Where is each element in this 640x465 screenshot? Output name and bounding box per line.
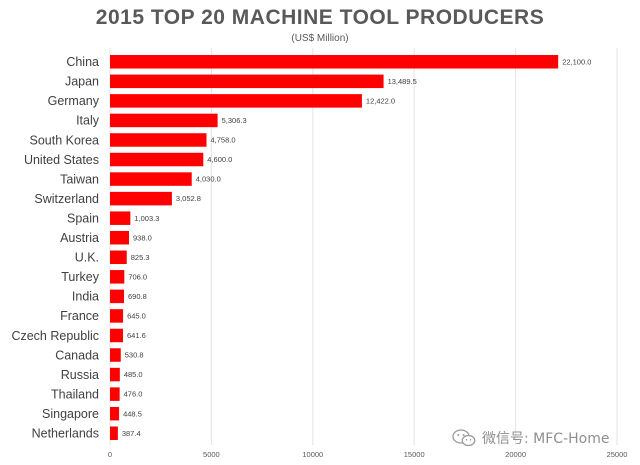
category-label: Canada <box>55 348 99 362</box>
bar <box>110 406 120 421</box>
bar <box>110 289 125 304</box>
bar <box>110 55 559 69</box>
data-label: 530.8 <box>125 351 144 360</box>
bar <box>110 309 124 323</box>
category-label: Switzerland <box>34 192 99 206</box>
data-label: 690.8 <box>128 292 147 301</box>
data-label: 387.4 <box>122 429 141 438</box>
data-label: 938.0 <box>133 233 152 242</box>
category-label: Spain <box>67 211 99 225</box>
data-label: 645.0 <box>127 312 146 321</box>
category-label: India <box>72 290 99 304</box>
data-label: 825.3 <box>131 253 150 262</box>
x-tick-label: 15000 <box>404 450 425 459</box>
category-label: U.K. <box>75 251 99 265</box>
category-label: Russia <box>61 368 99 382</box>
category-labels: China Japan Germany Italy South Korea United … <box>11 55 99 440</box>
wechat-icon <box>452 429 476 447</box>
category-label: France <box>60 309 99 323</box>
data-label: 1,003.3 <box>134 214 159 223</box>
bars <box>110 55 559 440</box>
chart-subtitle: (US$ Million) <box>291 33 349 44</box>
data-label: 4,600.0 <box>207 155 232 164</box>
bar <box>110 426 118 440</box>
x-tick-label: 20000 <box>505 450 526 459</box>
category-label: Singapore <box>42 407 99 421</box>
bar <box>110 328 124 343</box>
category-label: Taiwan <box>60 172 99 186</box>
data-label: 13,489.5 <box>388 77 417 86</box>
data-label: 22,100.0 <box>562 57 591 66</box>
bar <box>110 113 218 128</box>
category-label: Netherlands <box>32 427 99 441</box>
bar <box>110 387 120 401</box>
category-label: Czech Republic <box>11 329 99 343</box>
x-tick-label: 0 <box>108 450 112 459</box>
category-label: Germany <box>48 94 100 108</box>
data-label: 3,052.8 <box>176 194 201 203</box>
category-label: United States <box>24 153 99 167</box>
data-label: 4,758.0 <box>210 136 235 145</box>
category-label: Japan <box>65 75 99 89</box>
bar <box>110 191 172 206</box>
data-label: 641.6 <box>127 331 146 340</box>
x-tick-labels: 0 5000 10000 15000 20000 25000 <box>108 450 628 459</box>
bar <box>110 74 384 89</box>
category-label: Austria <box>60 231 99 245</box>
category-label: Turkey <box>61 270 99 284</box>
bar <box>110 133 207 147</box>
data-label: 12,422.0 <box>366 96 395 105</box>
data-label: 448.5 <box>123 409 142 418</box>
bar <box>110 348 121 362</box>
data-label: 476.0 <box>124 390 143 399</box>
data-label: 706.0 <box>128 272 147 281</box>
bar <box>110 211 131 225</box>
data-label: 5,306.3 <box>222 116 247 125</box>
x-tick-label: 25000 <box>607 450 628 459</box>
category-label: Italy <box>76 114 100 128</box>
data-labels: 22,100.0 13,489.5 12,422.0 5,306.3 4,758.0 4,… <box>122 57 592 437</box>
data-label: 4,030.0 <box>196 175 221 184</box>
bar <box>110 172 192 186</box>
bar <box>110 250 127 265</box>
category-label: Thailand <box>51 387 99 401</box>
chart-title: 2015 TOP 20 MACHINE TOOL PRODUCERS <box>95 6 545 29</box>
bar <box>110 230 130 245</box>
x-tick-label: 5000 <box>203 450 220 459</box>
bar <box>110 367 120 382</box>
x-tick-label: 10000 <box>302 450 323 459</box>
bar <box>110 270 125 284</box>
watermark-text: 微信号: MFC-Home <box>482 431 610 447</box>
watermark: 微信号: MFC-Home <box>452 428 609 448</box>
data-label: 485.0 <box>124 370 143 379</box>
category-label: China <box>66 55 99 69</box>
category-label: South Korea <box>30 133 100 147</box>
bar <box>110 152 204 167</box>
bar <box>110 94 362 108</box>
